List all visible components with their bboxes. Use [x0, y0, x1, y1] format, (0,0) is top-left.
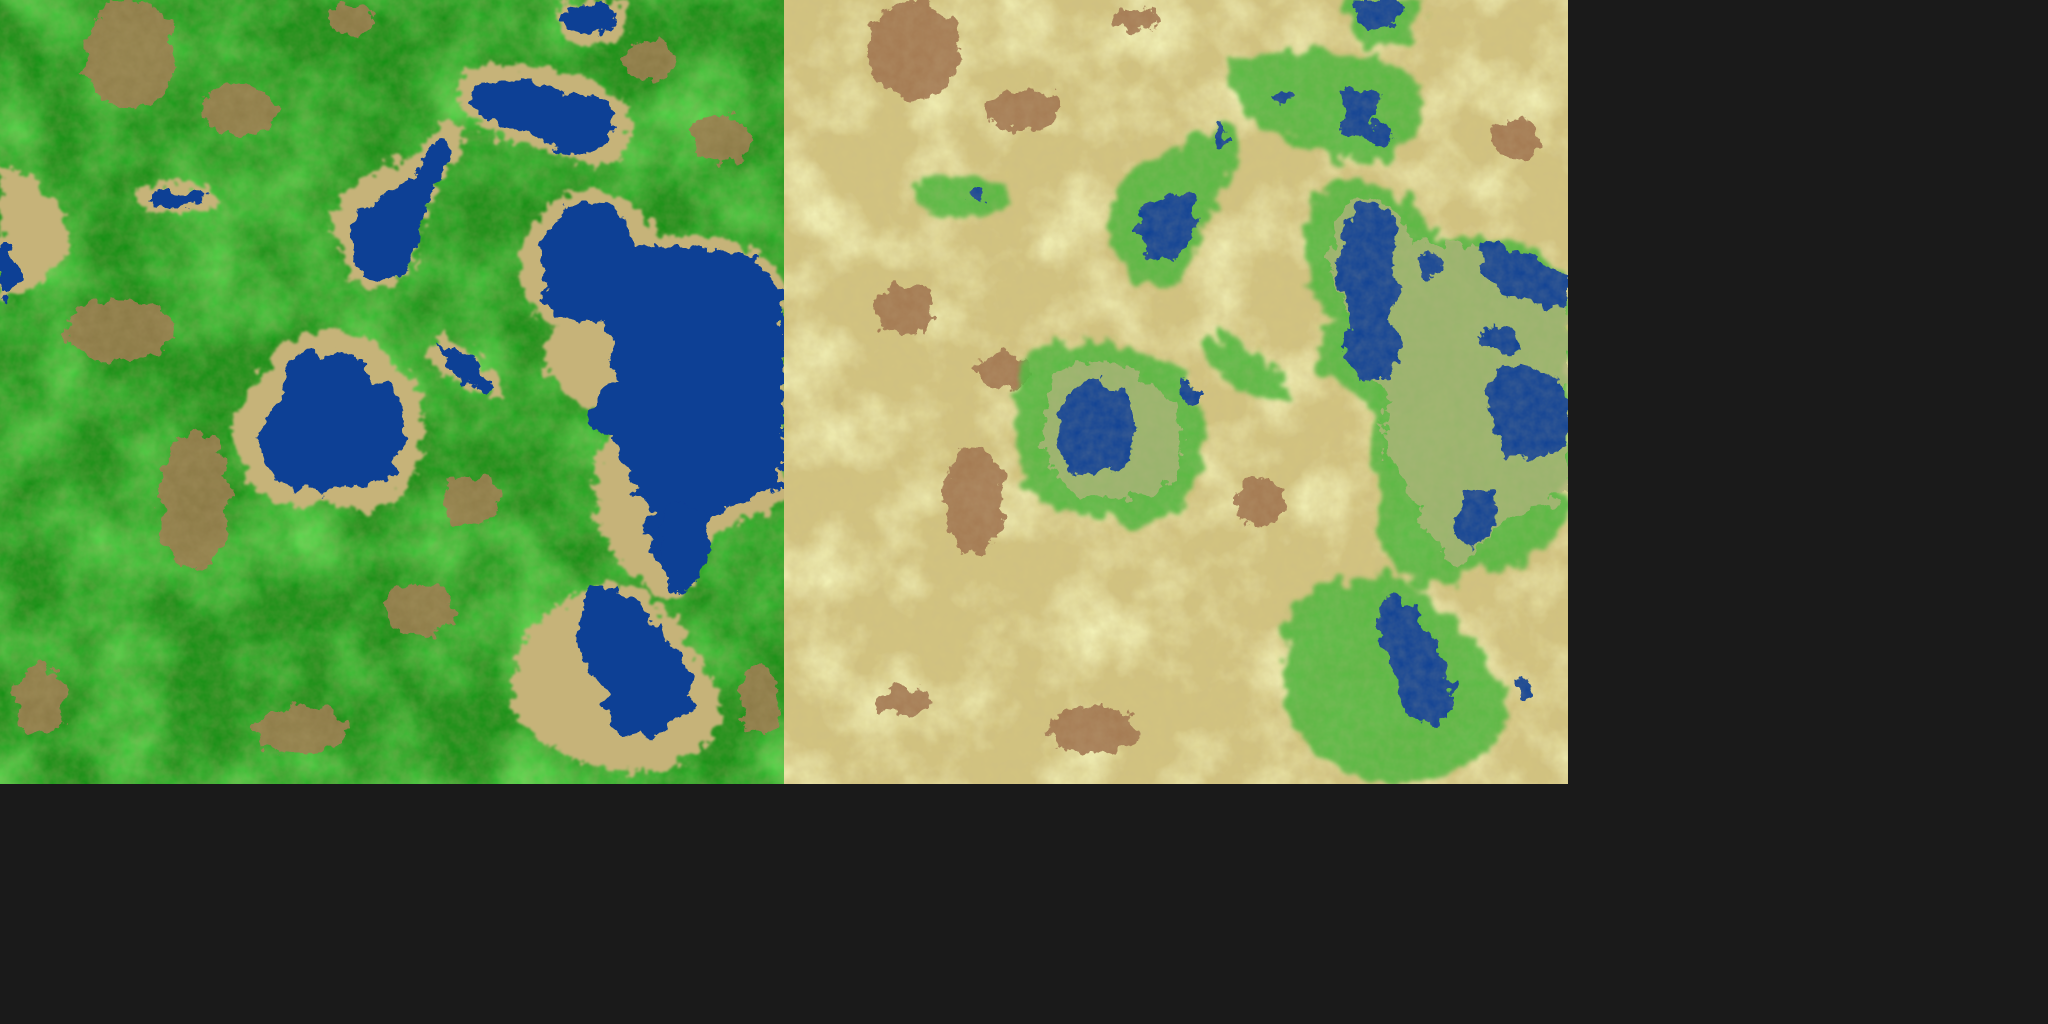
terrain-map-comparison — [0, 0, 1568, 784]
arid-terrain-map — [784, 0, 1568, 784]
grassland-terrain-map — [0, 0, 784, 784]
lakes — [0, 2, 784, 736]
terrain-grain — [784, 0, 1568, 784]
